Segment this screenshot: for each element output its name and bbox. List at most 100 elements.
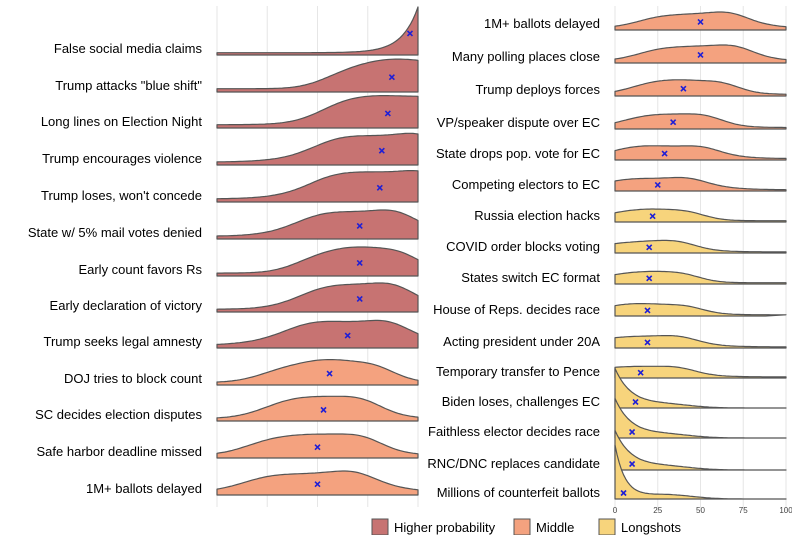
- mean-marker: [376, 184, 383, 191]
- ridge-area: [216, 319, 419, 349]
- ridge-trump-encourages-violence: [216, 132, 419, 166]
- mean-marker: [388, 74, 395, 81]
- ridge-1m-ballots-delayed: [614, 11, 787, 31]
- ridge-long-lines-on-election-night: [216, 95, 419, 129]
- ridge-state-drops-pop-vote-for-ec: [614, 145, 787, 161]
- x-tick-label: 50: [696, 506, 705, 515]
- ridge-area: [614, 335, 787, 349]
- mean-marker: [314, 481, 321, 488]
- mean-marker: [637, 369, 644, 376]
- mean-marker: [356, 259, 363, 266]
- ridge-covid-order-blocks-voting: [614, 239, 787, 254]
- row-label: Many polling places close: [452, 49, 600, 64]
- row-label: Temporary transfer to Pence: [436, 364, 600, 379]
- mean-marker: [670, 119, 677, 126]
- ridge-temporary-transfer-to-pence: [614, 365, 787, 379]
- row-label: Long lines on Election Night: [41, 114, 203, 129]
- x-tick-label: 75: [739, 506, 748, 515]
- ridge-area: [614, 365, 787, 379]
- mean-marker: [620, 489, 627, 497]
- ridge-doj-tries-to-block-count: [216, 359, 419, 386]
- legend: Higher probability Middle Longshots: [371, 518, 681, 535]
- legend-item-longshots: Longshots: [598, 518, 681, 535]
- row-label: Trump attacks "blue shift": [55, 78, 202, 93]
- mean-marker: [384, 110, 391, 117]
- row-label: Faithless elector decides race: [428, 424, 600, 439]
- row-label: State w/ 5% mail votes denied: [28, 225, 202, 240]
- row-label: 1M+ ballots delayed: [484, 16, 600, 31]
- legend-item-higher-probability: Higher probability: [371, 518, 496, 535]
- row-label: Trump loses, won't concede: [41, 188, 202, 203]
- legend-label: Middle: [536, 520, 574, 535]
- mean-marker: [654, 181, 661, 188]
- mean-marker: [697, 18, 704, 25]
- ridge-area: [216, 470, 419, 496]
- ridge-area: [216, 170, 419, 203]
- row-label: DOJ tries to block count: [64, 371, 202, 386]
- legend-swatch: [513, 518, 531, 535]
- ridge-area: [614, 444, 787, 500]
- row-label: Biden loses, challenges EC: [442, 394, 600, 409]
- x-tick-label: 0: [613, 506, 618, 515]
- ridge-1m-ballots-delayed: [216, 470, 419, 496]
- row-label: States switch EC format: [461, 270, 600, 285]
- ridge-area: [614, 429, 787, 471]
- mean-marker: [680, 85, 687, 92]
- mean-marker: [661, 150, 668, 157]
- row-label: RNC/DNC replaces candidate: [427, 456, 600, 471]
- row-label: 1M+ ballots delayed: [86, 481, 202, 496]
- ridge-vp-speaker-dispute-over-ec: [614, 113, 787, 130]
- ridge-area: [216, 359, 419, 386]
- mean-marker: [646, 244, 653, 251]
- ridge-sc-decides-election-disputes: [216, 395, 419, 422]
- ridge-area: [216, 132, 419, 166]
- row-label: False social media claims: [54, 41, 203, 56]
- row-label: Safe harbor deadline missed: [37, 444, 203, 459]
- mean-marker: [356, 222, 363, 229]
- ridge-area: [614, 397, 787, 439]
- ridge-area: [216, 246, 419, 277]
- ridge-area: [614, 113, 787, 130]
- mean-marker: [378, 147, 385, 154]
- ridge-trump-seeks-legal-amnesty: [216, 319, 419, 349]
- row-label: Trump seeks legal amnesty: [44, 334, 203, 349]
- ridge-area: [614, 79, 787, 97]
- ridge-area: [216, 95, 419, 129]
- mean-marker: [644, 339, 651, 346]
- ridge-state-w-5-mail-votes-denied: [216, 209, 419, 240]
- mean-marker: [320, 406, 327, 413]
- row-label: Trump encourages violence: [42, 151, 202, 166]
- row-label: Trump deploys forces: [475, 82, 600, 97]
- ridge-early-count-favors-rs: [216, 246, 419, 277]
- ridge-area: [614, 145, 787, 161]
- legend-label: Higher probability: [394, 520, 496, 535]
- ridge-trump-deploys-forces: [614, 79, 787, 97]
- ridge-rnc-dnc-replaces-candidate: [614, 429, 787, 471]
- ridge-competing-electors-to-ec: [614, 176, 787, 192]
- ridge-millions-of-counterfeit-ballots: [614, 444, 787, 500]
- left-panel: False social media claims Trump attacks "…: [28, 6, 419, 507]
- ridge-russia-election-hacks: [614, 208, 787, 223]
- ridge-area: [614, 208, 787, 223]
- mean-marker: [356, 295, 363, 302]
- mean-marker: [697, 51, 704, 58]
- ridge-house-of-reps-decides-race: [614, 303, 787, 317]
- legend-item-middle: Middle: [513, 518, 574, 535]
- ridge-area: [216, 58, 419, 93]
- row-label: Acting president under 20A: [443, 334, 600, 349]
- row-label: Russia election hacks: [474, 208, 600, 223]
- legend-swatch: [598, 518, 616, 535]
- mean-marker: [314, 444, 321, 451]
- legend-swatch: [371, 518, 389, 535]
- ridge-area: [216, 433, 419, 459]
- ridge-safe-harbor-deadline-missed: [216, 433, 419, 459]
- row-label: Early declaration of victory: [50, 298, 203, 313]
- x-axis-ticks: 0 25 50 75 100: [613, 506, 792, 515]
- ridge-area: [216, 395, 419, 422]
- mean-marker: [406, 30, 414, 37]
- right-panel: 1M+ ballots delayed Many polling places c…: [427, 6, 792, 515]
- ridge-false-social-media-claims: [216, 6, 419, 56]
- row-label: COVID order blocks voting: [446, 239, 600, 254]
- ridge-area: [614, 367, 787, 409]
